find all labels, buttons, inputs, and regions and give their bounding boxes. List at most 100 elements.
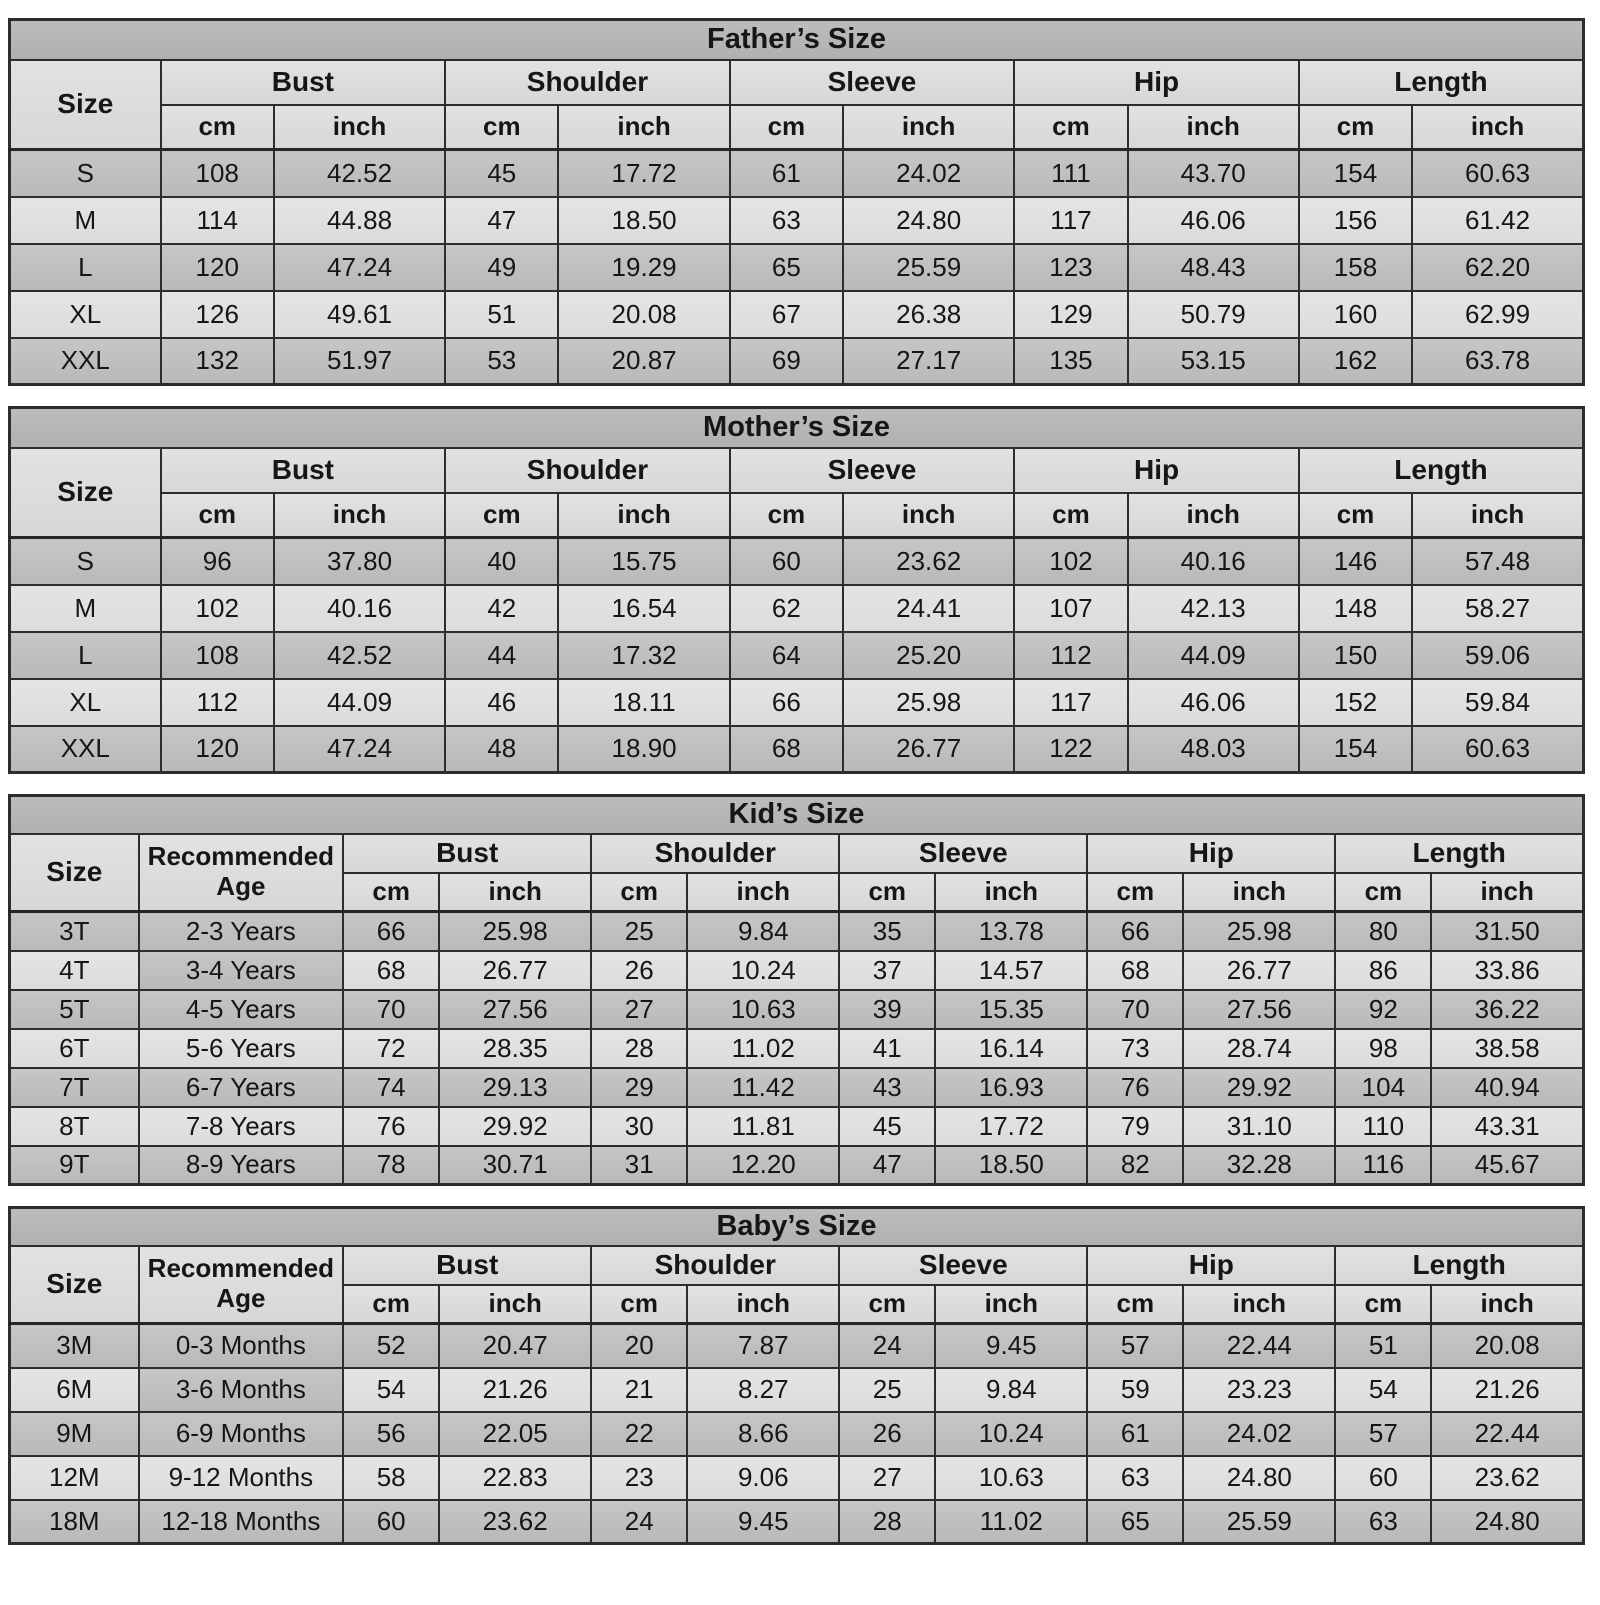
inch-value-cell: 59.84 — [1411, 677, 1585, 727]
cm-value-cell: 52 — [342, 1322, 441, 1369]
cm-value-cell: 29 — [590, 1066, 689, 1108]
cm-value-cell: 156 — [1297, 195, 1414, 245]
inch-value-cell: 36.22 — [1430, 988, 1585, 1030]
inch-value-cell: 51.97 — [272, 336, 447, 386]
inch-value-cell: 10.24 — [934, 1410, 1089, 1457]
cm-value-cell: 63 — [1086, 1454, 1185, 1501]
inch-value-cell: 29.92 — [438, 1105, 593, 1147]
cm-value-cell: 73 — [1086, 1027, 1185, 1069]
inch-value-cell: 11.42 — [686, 1066, 841, 1108]
cm-value-cell: 148 — [1297, 583, 1414, 633]
size-row-5t: 5T 4-5 Years 70 27.56 27 10.63 39 15.35 70 27.56 9… — [8, 988, 1585, 1030]
cm-value-cell: 76 — [1086, 1066, 1185, 1108]
unit-inch-header: inch — [1411, 491, 1585, 539]
inch-value-cell: 23.62 — [1430, 1454, 1585, 1501]
size-cell: XXL — [8, 336, 162, 386]
inch-value-cell: 30.71 — [438, 1144, 593, 1186]
group-header-row: Size Recommended Age Bust Shoulder Sleeve Hip… — [8, 832, 1585, 913]
table-title-row: Mother’s Size — [8, 406, 1585, 449]
inch-value-cell: 43.70 — [1126, 148, 1300, 198]
group-header-row: Size Recommended Age Bust Shoulder Sleeve Hip… — [8, 1244, 1585, 1325]
unit-header-row: cm inch cm inch cm inch cm inch cm inch — [10, 103, 1585, 151]
cm-value-cell: 70 — [1086, 988, 1185, 1030]
cm-value-cell: 30 — [590, 1105, 689, 1147]
cm-value-cell: 104 — [1334, 1066, 1433, 1108]
cm-value-cell: 48 — [444, 724, 560, 774]
inch-value-cell: 7.87 — [686, 1322, 841, 1369]
unit-inch-header: inch — [1430, 1283, 1585, 1325]
cm-value-cell: 72 — [342, 1027, 441, 1069]
cm-value-cell: 46 — [444, 677, 560, 727]
cm-value-cell: 49 — [444, 242, 560, 292]
inch-value-cell: 32.28 — [1182, 1144, 1337, 1186]
cm-value-cell: 68 — [342, 949, 441, 991]
cm-value-cell: 68 — [728, 724, 845, 774]
inch-value-cell: 61.42 — [1411, 195, 1585, 245]
inch-value-cell: 16.54 — [557, 583, 731, 633]
inch-value-cell: 22.05 — [438, 1410, 593, 1457]
cm-value-cell: 107 — [1013, 583, 1129, 633]
inch-value-cell: 26.38 — [842, 289, 1016, 339]
group-header-bust: Bust — [159, 58, 447, 106]
inch-value-cell: 8.27 — [686, 1366, 841, 1413]
inch-value-cell: 31.10 — [1182, 1105, 1337, 1147]
group-header-bust: Bust — [342, 1244, 593, 1286]
unit-cm-header: cm — [159, 103, 275, 151]
cm-value-cell: 110 — [1334, 1105, 1433, 1147]
unit-cm-header: cm — [342, 1283, 441, 1325]
cm-value-cell: 66 — [342, 910, 441, 952]
inch-value-cell: 25.59 — [842, 242, 1016, 292]
cm-value-cell: 65 — [1086, 1498, 1185, 1545]
inch-value-cell: 43.31 — [1430, 1105, 1585, 1147]
cm-value-cell: 31 — [590, 1144, 689, 1186]
cm-value-cell: 120 — [159, 242, 275, 292]
inch-value-cell: 10.63 — [686, 988, 841, 1030]
baby-size-table: Baby’s Size Size Recommended Age Bust Should… — [8, 1206, 1585, 1545]
unit-cm-header: cm — [590, 871, 689, 913]
inch-value-cell: 24.80 — [1182, 1454, 1337, 1501]
recommended-age-cell: 8-9 Years — [137, 1144, 345, 1186]
table-title-row: Father’s Size — [8, 18, 1585, 61]
inch-value-cell: 26.77 — [1182, 949, 1337, 991]
unit-cm-header: cm — [1013, 491, 1129, 539]
inch-value-cell: 25.20 — [842, 630, 1016, 680]
cm-value-cell: 23 — [590, 1454, 689, 1501]
cm-value-cell: 63 — [1334, 1498, 1433, 1545]
cm-value-cell: 65 — [728, 242, 845, 292]
unit-cm-header: cm — [1334, 871, 1433, 913]
recommended-age-cell: 5-6 Years — [137, 1027, 345, 1069]
cm-value-cell: 162 — [1297, 336, 1414, 386]
inch-value-cell: 17.72 — [934, 1105, 1089, 1147]
inch-value-cell: 29.13 — [438, 1066, 593, 1108]
cm-value-cell: 76 — [342, 1105, 441, 1147]
inch-value-cell: 22.44 — [1430, 1410, 1585, 1457]
inch-value-cell: 27.56 — [1182, 988, 1337, 1030]
cm-value-cell: 26 — [838, 1410, 937, 1457]
inch-value-cell: 46.06 — [1126, 195, 1300, 245]
inch-value-cell: 60.63 — [1411, 724, 1585, 774]
group-header-length: Length — [1297, 446, 1585, 494]
cm-value-cell: 122 — [1013, 724, 1129, 774]
unit-cm-header: cm — [1013, 103, 1129, 151]
inch-value-cell: 19.29 — [557, 242, 731, 292]
inch-value-cell: 9.84 — [934, 1366, 1089, 1413]
cm-value-cell: 54 — [1334, 1366, 1433, 1413]
cm-value-cell: 82 — [1086, 1144, 1185, 1186]
unit-inch-header: inch — [686, 1283, 841, 1325]
inch-value-cell: 24.02 — [842, 148, 1016, 198]
cm-value-cell: 60 — [728, 536, 845, 586]
inch-value-cell: 23.62 — [842, 536, 1016, 586]
cm-value-cell: 35 — [838, 910, 937, 952]
table-title-row: Baby’s Size — [8, 1206, 1585, 1247]
group-header-hip: Hip — [1013, 446, 1300, 494]
inch-value-cell: 11.02 — [686, 1027, 841, 1069]
cm-value-cell: 66 — [728, 677, 845, 727]
recommended-age-column-header: Recommended Age — [137, 1244, 345, 1325]
table-title: Baby’s Size — [8, 1206, 1585, 1247]
cm-value-cell: 40 — [444, 536, 560, 586]
size-row-9t: 9T 8-9 Years 78 30.71 31 12.20 47 18.50 82 32.28 1… — [8, 1144, 1585, 1186]
cm-value-cell: 41 — [838, 1027, 937, 1069]
unit-cm-header: cm — [444, 103, 560, 151]
cm-value-cell: 96 — [159, 536, 275, 586]
